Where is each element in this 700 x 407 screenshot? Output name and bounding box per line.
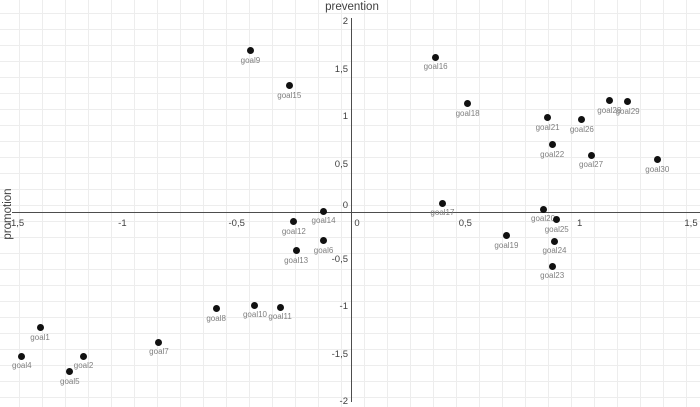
point-label-goal17: goal17	[430, 208, 455, 218]
point-goal30	[653, 156, 661, 164]
chart-title: prevention	[325, 1, 379, 13]
point-goal24	[550, 237, 558, 245]
point-label-goal24: goal24	[542, 246, 567, 256]
x-tick-label: 1,5	[684, 218, 698, 229]
point-label-goal6: goal6	[313, 245, 334, 255]
point-label-goal23: goal23	[540, 271, 565, 281]
point-label-goal15: goal15	[277, 90, 302, 100]
point-label-goal19: goal19	[494, 240, 519, 250]
y-tick-label: 0	[342, 200, 348, 211]
point-goal9	[246, 47, 254, 54]
point-goal8	[212, 305, 220, 313]
point-label-goal22: goal22	[540, 149, 565, 159]
point-label-goal26: goal26	[569, 124, 594, 134]
point-label-goal27: goal27	[579, 160, 604, 169]
point-label-goal12: goal12	[281, 226, 306, 236]
point-label-goal8: goal8	[206, 313, 226, 323]
x-tick-label: 0,5	[458, 218, 472, 229]
y-tick-label: -1	[339, 301, 348, 312]
point-label-goal7: goal7	[149, 347, 169, 357]
x-tick-label: 0	[354, 218, 360, 229]
point-goal5	[66, 368, 74, 376]
point-goal29	[624, 98, 632, 106]
point-label-goal29: goal29	[615, 106, 640, 116]
y-tick-label: -1,5	[331, 348, 348, 360]
point-goal22	[548, 141, 556, 149]
point-label-goal11: goal11	[268, 312, 292, 321]
point-label-goal1: goal1	[30, 332, 50, 342]
point-label-goal25: goal25	[544, 224, 569, 234]
point-label-goal20: goal20	[531, 214, 556, 224]
y-tick-label: 1,5	[334, 63, 348, 75]
point-goal19	[502, 232, 510, 240]
point-label-goal13: goal13	[284, 255, 309, 265]
point-goal13	[292, 247, 300, 255]
point-goal28	[605, 97, 613, 105]
y-tick-label: 0,5	[334, 158, 348, 170]
point-label-goal16: goal16	[423, 62, 448, 72]
point-label-goal5: goal5	[60, 376, 80, 386]
y-tick-label: -0,5	[331, 253, 348, 265]
point-label-goal2: goal2	[73, 361, 94, 371]
point-goal1	[36, 324, 44, 332]
point-goal4	[18, 352, 26, 360]
point-goal15	[285, 82, 293, 90]
point-goal18	[464, 100, 472, 108]
point-goal2	[80, 352, 88, 360]
point-goal10	[251, 301, 259, 309]
point-label-goal4: goal4	[12, 361, 32, 371]
y-tick-label: 1	[342, 111, 348, 122]
point-goal21	[544, 114, 552, 122]
point-goal27	[587, 151, 595, 159]
y-tick-label: 2	[342, 16, 348, 27]
x-tick-label: -1,5	[7, 218, 25, 229]
point-label-goal10: goal10	[242, 310, 267, 320]
point-label-goal18: goal18	[455, 108, 480, 118]
point-goal12	[290, 218, 298, 225]
point-goal7	[155, 338, 163, 346]
point-label-goal28: goal28	[597, 105, 622, 115]
y-axis-line	[350, 18, 352, 402]
point-label-goal9: goal9	[240, 55, 261, 65]
x-tick-label: -0,5	[228, 218, 245, 229]
point-goal6	[320, 237, 328, 244]
y-axis-title: promotion	[2, 188, 14, 240]
point-label-goal21: goal21	[535, 122, 560, 132]
x-tick-label: -1	[118, 218, 127, 229]
point-goal14	[320, 207, 328, 215]
point-goal26	[578, 116, 586, 124]
point-label-goal14: goal14	[311, 216, 336, 226]
x-tick-label: 1	[576, 218, 583, 229]
x-axis-line	[12, 211, 700, 213]
point-goal17	[438, 199, 446, 207]
point-goal11	[276, 303, 284, 311]
point-goal20	[539, 205, 547, 213]
point-goal23	[548, 262, 556, 270]
point-goal16	[432, 53, 440, 61]
point-label-goal30: goal30	[645, 164, 670, 174]
point-goal25	[553, 216, 561, 224]
y-tick-label: -2	[339, 396, 348, 407]
